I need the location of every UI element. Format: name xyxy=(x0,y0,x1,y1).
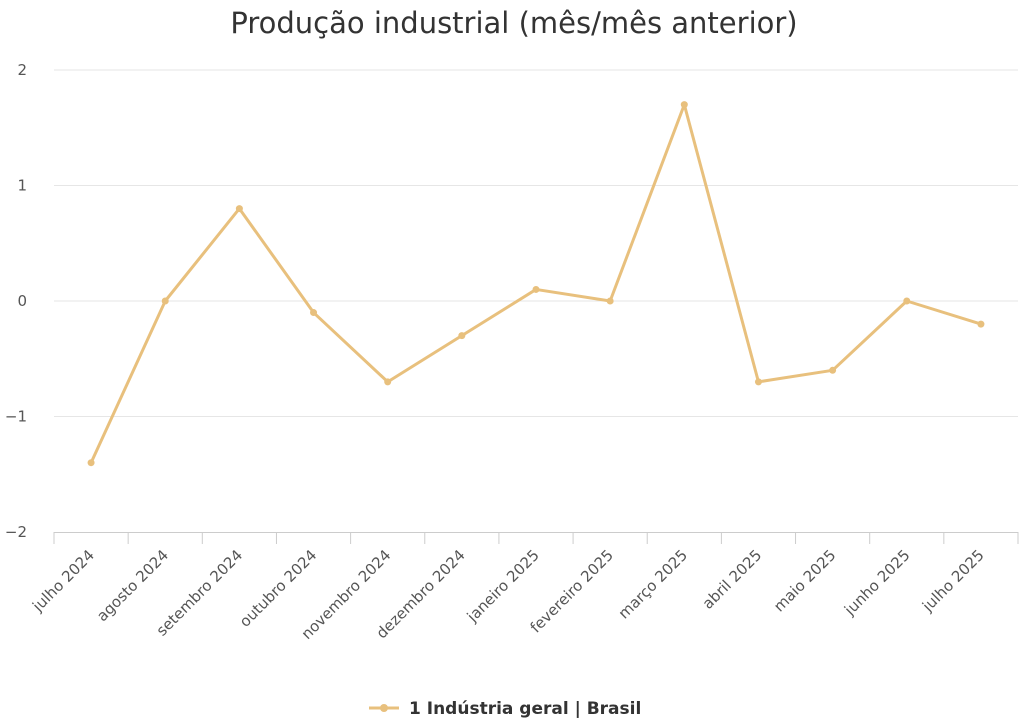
data-point[interactable] xyxy=(458,332,466,340)
x-tick-label: julho 2024 xyxy=(28,546,98,616)
legend-marker-icon xyxy=(380,704,388,712)
data-point[interactable] xyxy=(754,378,762,386)
x-tick-label: janeiro 2025 xyxy=(463,546,543,626)
y-tick-label: −1 xyxy=(5,408,27,426)
x-tick-label: outubro 2024 xyxy=(236,546,321,631)
data-point[interactable] xyxy=(161,297,169,305)
data-point[interactable] xyxy=(310,309,318,317)
data-point[interactable] xyxy=(87,459,95,467)
data-point[interactable] xyxy=(903,297,911,305)
data-point[interactable] xyxy=(680,101,688,109)
y-axis-ticks: 2 1 0 −1 −2 xyxy=(5,61,27,541)
data-point[interactable] xyxy=(977,320,985,328)
data-point[interactable] xyxy=(235,205,243,213)
data-point[interactable] xyxy=(384,378,392,386)
x-tick-label: junho 2025 xyxy=(840,546,913,619)
legend-item[interactable]: 1 Indústria geral | Brasil xyxy=(369,699,641,719)
x-tick-label: abril 2025 xyxy=(699,546,766,613)
series-line[interactable] xyxy=(89,103,983,465)
series-layer xyxy=(87,101,985,467)
y-tick-label: 2 xyxy=(17,61,27,79)
gridlines xyxy=(54,69,1018,417)
x-tick-label: maio 2025 xyxy=(770,546,839,615)
legend-label: 1 Indústria geral | Brasil xyxy=(409,699,641,719)
data-point[interactable] xyxy=(532,285,540,293)
x-tick-label: agosto 2024 xyxy=(93,546,172,625)
chart-title: Produção industrial (mês/mês anterior) xyxy=(230,6,797,40)
legend[interactable]: 1 Indústria geral | Brasil xyxy=(369,699,641,719)
x-tick-label: março 2025 xyxy=(615,546,691,622)
data-point[interactable] xyxy=(606,297,614,305)
data-point[interactable] xyxy=(829,366,837,374)
y-tick-label: 0 xyxy=(17,292,27,310)
y-tick-label: 1 xyxy=(17,177,27,195)
y-tick-label: −2 xyxy=(5,523,27,541)
x-tick-label: julho 2025 xyxy=(918,546,988,616)
